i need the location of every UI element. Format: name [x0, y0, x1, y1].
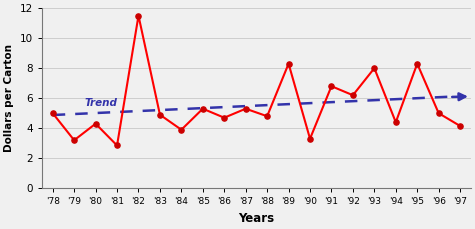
X-axis label: Years: Years — [238, 212, 275, 225]
Point — [328, 84, 335, 88]
Point — [370, 66, 378, 70]
Point — [242, 107, 249, 111]
Y-axis label: Dollars per Carton: Dollars per Carton — [4, 44, 14, 152]
Text: Trend: Trend — [85, 98, 118, 109]
Point — [70, 138, 78, 142]
Point — [263, 114, 271, 118]
Point — [456, 124, 464, 128]
Point — [285, 62, 293, 65]
Point — [435, 111, 443, 115]
Point — [199, 107, 207, 111]
Point — [306, 137, 314, 141]
Point — [349, 93, 357, 97]
Point — [49, 111, 57, 115]
Point — [92, 122, 99, 125]
Point — [220, 116, 228, 120]
Point — [413, 62, 421, 65]
Point — [178, 128, 185, 131]
Point — [392, 120, 399, 124]
Point — [156, 113, 164, 117]
Point — [135, 14, 142, 17]
Point — [113, 144, 121, 147]
